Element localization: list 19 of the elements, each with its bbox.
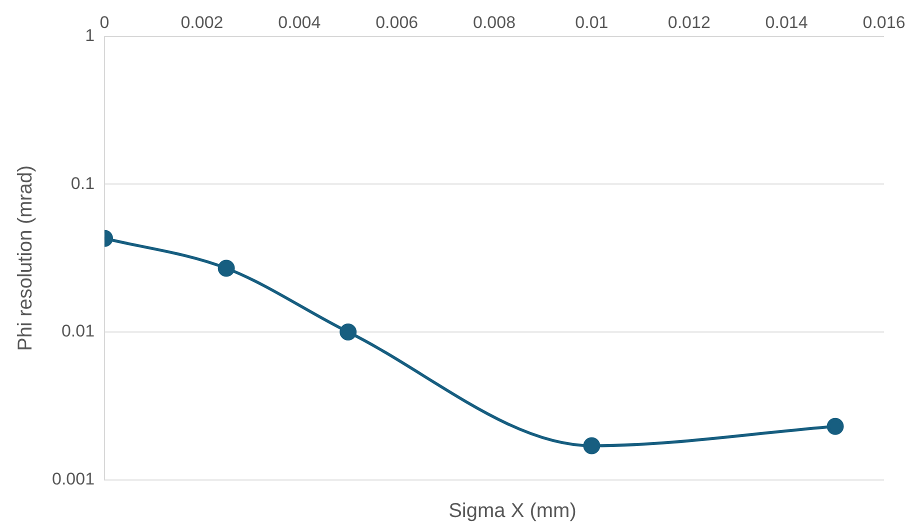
x-tick-label: 0.004	[278, 12, 321, 32]
x-axis-title: Sigma X (mm)	[448, 500, 578, 523]
point	[826, 418, 844, 435]
point	[218, 260, 235, 277]
x-tick-label: 0	[100, 12, 110, 32]
y-tick-label: 0.01	[61, 322, 95, 341]
point	[340, 324, 357, 340]
x-tick-label: 0.002	[180, 12, 224, 32]
x-tick-label: 0.006	[376, 12, 418, 32]
y-axis-title: Phi resolution (mrad)	[14, 165, 37, 351]
x-tick-label: 0.016	[862, 12, 906, 32]
x-tick-label: 0.01	[575, 12, 608, 32]
point	[583, 437, 600, 454]
y-tick-label: 0.1	[70, 174, 95, 193]
y-tick-label: 1	[85, 26, 95, 46]
y-tick-label: 0.001	[52, 469, 95, 488]
x-tick-label: 0.008	[472, 12, 516, 32]
x-tick-label: 0.012	[668, 12, 710, 32]
x-tick-label: 0.014	[765, 12, 808, 32]
